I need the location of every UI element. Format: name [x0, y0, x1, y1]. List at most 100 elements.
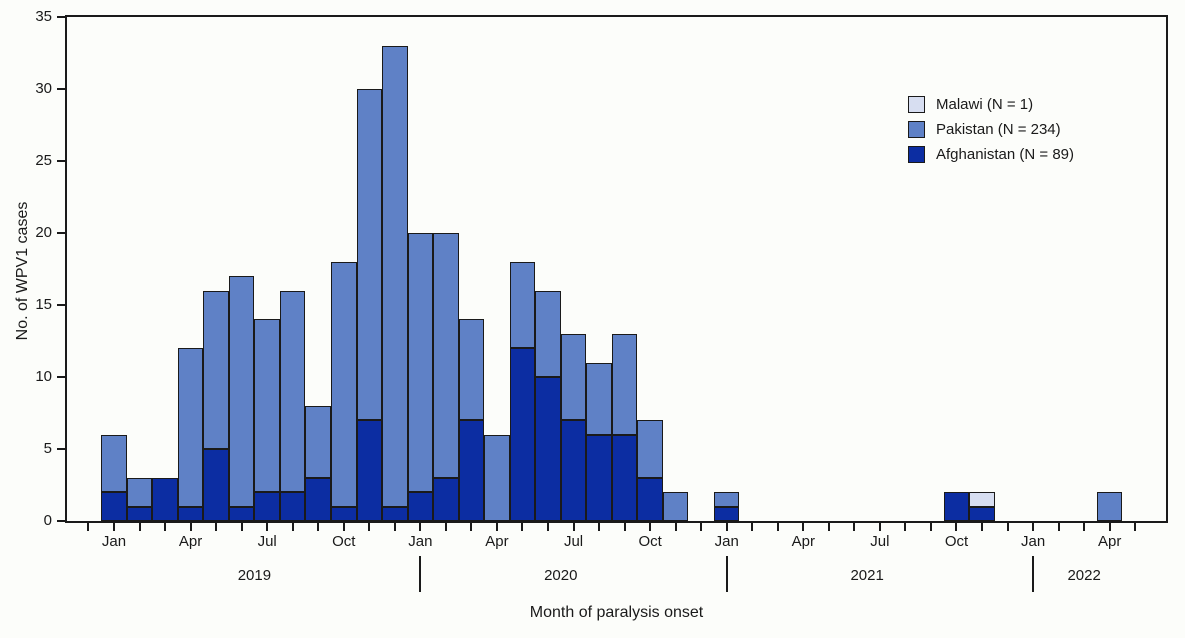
x-tick [291, 523, 294, 531]
x-tick-label-2021-07: Jul [870, 533, 890, 550]
bar-segment-afghanistan [177, 506, 204, 521]
year-label-2019: 2019 [237, 567, 272, 584]
x-tick [776, 523, 779, 531]
bar-segment-pakistan [382, 45, 408, 507]
bar-segment-afghanistan [382, 506, 408, 521]
y-tick-label: 5 [43, 440, 52, 457]
legend-label: Pakistan (N = 234) [936, 121, 1061, 138]
x-tick [981, 523, 984, 531]
x-tick-label-2022-04: Apr [1097, 533, 1122, 550]
x-tick [266, 523, 269, 531]
malawi-swatch-icon [908, 96, 925, 113]
x-tick [827, 523, 830, 531]
y-tick [57, 160, 65, 162]
bar-segment-afghanistan [535, 377, 561, 521]
x-tick [598, 523, 601, 531]
x-tick [368, 523, 371, 531]
year-label-2022: 2022 [1067, 567, 1101, 584]
x-tick [138, 523, 141, 531]
bar-segment-pakistan [331, 261, 357, 507]
bar-segment-pakistan [509, 261, 536, 349]
x-tick-label-2020-01: Jan [408, 533, 433, 550]
bar-segment-afghanistan [509, 348, 536, 521]
bar-segment-pakistan [637, 420, 663, 478]
bar-segment-malawi [969, 492, 995, 507]
x-tick [878, 523, 881, 531]
year-separator [725, 556, 728, 592]
x-tick [113, 523, 115, 531]
bar-segment-pakistan [586, 362, 612, 435]
plot-area [65, 15, 1168, 523]
bar-segment-pakistan [484, 434, 510, 521]
x-tick [470, 523, 473, 531]
x-tick-label-2020-04: Apr [485, 533, 509, 550]
x-tick [1006, 523, 1009, 531]
x-tick [674, 523, 677, 531]
y-tick-label: 10 [35, 368, 52, 385]
bar-segment-afghanistan [203, 449, 229, 521]
x-tick [317, 523, 320, 531]
y-tick-label: 15 [35, 296, 52, 313]
bar-segment-afghanistan [433, 477, 459, 521]
x-tick-label-2020-10: Oct [638, 533, 662, 550]
bar-segment-afghanistan [152, 477, 178, 521]
x-tick [955, 523, 958, 531]
x-tick [215, 523, 218, 531]
legend-label: Afghanistan (N = 89) [936, 146, 1074, 163]
x-tick [1108, 523, 1111, 531]
x-tick-label-2020-07: Jul [563, 533, 584, 550]
y-tick-label: 20 [35, 224, 52, 241]
x-tick-label-2021-04: Apr [791, 533, 815, 550]
y-tick-label: 30 [35, 80, 52, 97]
x-tick [853, 523, 856, 531]
y-tick [57, 448, 65, 450]
x-tick-label-2019-04: Apr [178, 533, 203, 550]
bar-segment-afghanistan [279, 492, 306, 521]
legend-item-afghanistan: Afghanistan (N = 89) [908, 146, 1074, 163]
legend: Malawi (N = 1) Pakistan (N = 234) Afghan… [908, 96, 1074, 171]
bar-segment-pakistan [356, 89, 383, 421]
y-tick-label: 0 [43, 512, 52, 529]
x-tick [342, 523, 345, 531]
x-tick [1083, 523, 1086, 531]
x-tick-label-2021-10: Oct [944, 533, 969, 550]
bar-segment-pakistan [407, 233, 434, 493]
x-tick-label-2022-01: Jan [1020, 533, 1046, 550]
y-tick [57, 304, 65, 306]
x-tick-label-2021-01: Jan [714, 533, 739, 550]
bar-segment-afghanistan [969, 506, 995, 521]
legend-item-malawi: Malawi (N = 1) [908, 96, 1074, 113]
x-tick [521, 523, 524, 531]
y-tick [57, 16, 65, 18]
bar-segment-afghanistan [458, 420, 485, 521]
x-tick [572, 523, 575, 531]
bar-segment-pakistan [177, 348, 204, 507]
x-tick [929, 523, 932, 531]
x-tick [1032, 523, 1035, 531]
bar-segment-afghanistan [943, 492, 970, 521]
year-separator [419, 556, 422, 592]
bar-segment-afghanistan [331, 506, 357, 521]
pakistan-swatch-icon [908, 121, 925, 138]
bar-segment-afghanistan [228, 506, 255, 521]
bar-segment-afghanistan [101, 492, 127, 521]
x-tick [444, 523, 447, 531]
bar-segment-afghanistan [407, 492, 434, 521]
bar-segment-afghanistan [611, 434, 638, 521]
x-tick [649, 523, 652, 531]
x-tick [1057, 523, 1060, 531]
bar-segment-afghanistan [560, 420, 587, 521]
bar-segment-afghanistan [713, 506, 740, 521]
bar-segment-pakistan [713, 492, 740, 507]
x-tick [87, 523, 90, 531]
bar-segment-pakistan [662, 492, 689, 521]
year-label-2020: 2020 [544, 567, 578, 584]
bar-segment-pakistan [254, 319, 280, 493]
y-tick [57, 376, 65, 378]
year-label-2021: 2021 [850, 567, 884, 584]
x-tick-label-2019-01: Jan [101, 533, 127, 550]
y-tick-label: 25 [35, 152, 52, 169]
bar-segment-afghanistan [637, 477, 663, 521]
y-tick [57, 88, 65, 90]
